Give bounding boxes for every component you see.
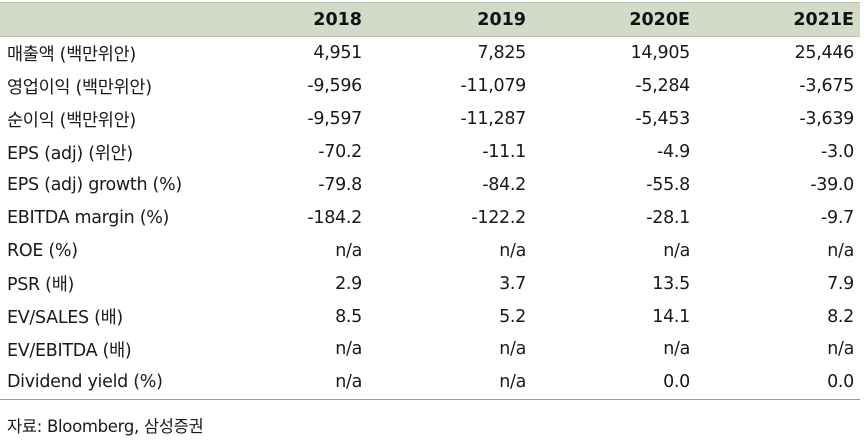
row-label: 매출액 (백만위안): [7, 44, 136, 65]
table-cell: 7,825: [477, 43, 526, 64]
table-cell: 2.9: [335, 273, 362, 294]
table-cell: -84.2: [482, 175, 526, 195]
table-cell: 0.0: [696, 365, 860, 400]
table-row: 순이익 (백만위안) -9,597 -11,287 -5,453 -3,639: [0, 103, 860, 136]
table-cell: 3.7: [499, 273, 526, 294]
table-cell: 13.5: [652, 273, 690, 294]
table-row: 영업이익 (백만위안) -9,596 -11,079 -5,284 -3,675: [0, 70, 860, 103]
row-label: EPS (adj) growth (%): [7, 175, 182, 195]
table-cell: 7.9: [827, 273, 854, 294]
source-note: 자료: Bloomberg, 삼성증권: [7, 417, 204, 436]
row-label: EBITDA margin (%): [7, 207, 170, 228]
table-cell: -11,079: [460, 76, 527, 97]
row-label: 순이익 (백만위안): [7, 110, 136, 131]
table-cell: 5.2: [499, 306, 526, 327]
table-cell: 8.5: [335, 306, 362, 327]
table-cell: -122.2: [471, 207, 526, 228]
table-cell: -55.8: [646, 175, 690, 195]
table-row: EV/SALES (배) 8.5 5.2 14.1 8.2: [0, 300, 860, 333]
table-row: Dividend yield (%) n/a n/a 0.0 0.0: [0, 365, 860, 400]
table-cell: 8.2: [827, 306, 854, 327]
row-label: 영업이익 (백만위안): [7, 77, 152, 98]
table-row: EPS (adj) (위안) -70.2 -11.1 -4.9 -3.0: [0, 136, 860, 169]
table-cell: 14.1: [652, 306, 690, 327]
table-cell: -3,639: [799, 109, 854, 130]
header-cell-2019: 2019: [368, 2, 532, 37]
table-cell: n/a: [499, 240, 526, 261]
table-cell: -28.1: [646, 207, 690, 228]
table-cell: -79.8: [318, 175, 362, 195]
table-cell: -4.9: [657, 142, 690, 163]
table-cell: -70.2: [318, 142, 362, 163]
table-row: EBITDA margin (%) -184.2 -122.2 -28.1 -9…: [0, 201, 860, 234]
table-row: EV/EBITDA (배) n/a n/a n/a n/a: [0, 333, 860, 366]
table-row: PSR (배) 2.9 3.7 13.5 7.9: [0, 267, 860, 300]
table-row: EPS (adj) growth (%) -79.8 -84.2 -55.8 -…: [0, 169, 860, 202]
table-cell: n/a: [204, 365, 368, 400]
table-cell: n/a: [663, 339, 690, 360]
table-cell: -11.1: [482, 142, 526, 163]
row-label: EV/EBITDA (배): [7, 340, 132, 361]
header-cell-2021e: 2021E: [696, 2, 860, 37]
table-cell: n/a: [368, 365, 532, 400]
row-label: PSR (배): [7, 275, 75, 296]
table-cell: 25,446: [794, 43, 855, 64]
row-label: ROE (%): [7, 240, 78, 261]
table-cell: 14,905: [630, 43, 691, 64]
table-cell: n/a: [335, 339, 362, 360]
financial-table: 2018 2019 2020E 2021E 매출액 (백만위안) 4,951 7…: [0, 2, 860, 400]
header-cell-2020e: 2020E: [532, 2, 696, 37]
table-cell: -3.0: [821, 142, 854, 163]
row-label: EPS (adj) (위안): [7, 143, 133, 164]
table-cell: n/a: [663, 240, 690, 261]
row-label: Dividend yield (%): [0, 365, 204, 400]
table-cell: -11,287: [460, 109, 527, 130]
table-cell: 0.0: [532, 365, 696, 400]
header-cell-2018: 2018: [204, 2, 368, 37]
table-header-row: 2018 2019 2020E 2021E: [0, 2, 860, 37]
table-row: ROE (%) n/a n/a n/a n/a: [0, 234, 860, 267]
table-cell: -39.0: [810, 175, 854, 195]
table-cell: -9.7: [821, 207, 854, 228]
table-cell: -5,284: [635, 76, 690, 97]
table-cell: 4,951: [313, 43, 362, 64]
header-cell-label: [0, 2, 204, 37]
table-cell: n/a: [827, 339, 854, 360]
table-row: 매출액 (백만위안) 4,951 7,825 14,905 25,446: [0, 37, 860, 70]
row-label: EV/SALES (배): [7, 308, 123, 329]
table-cell: n/a: [335, 240, 362, 261]
table-cell: -5,453: [635, 109, 690, 130]
table-cell: -9,596: [307, 76, 362, 97]
table-cell: -3,675: [799, 76, 854, 97]
table-cell: -184.2: [307, 207, 362, 228]
table-cell: n/a: [499, 339, 526, 360]
table-cell: n/a: [827, 240, 854, 261]
table-cell: -9,597: [307, 109, 362, 130]
